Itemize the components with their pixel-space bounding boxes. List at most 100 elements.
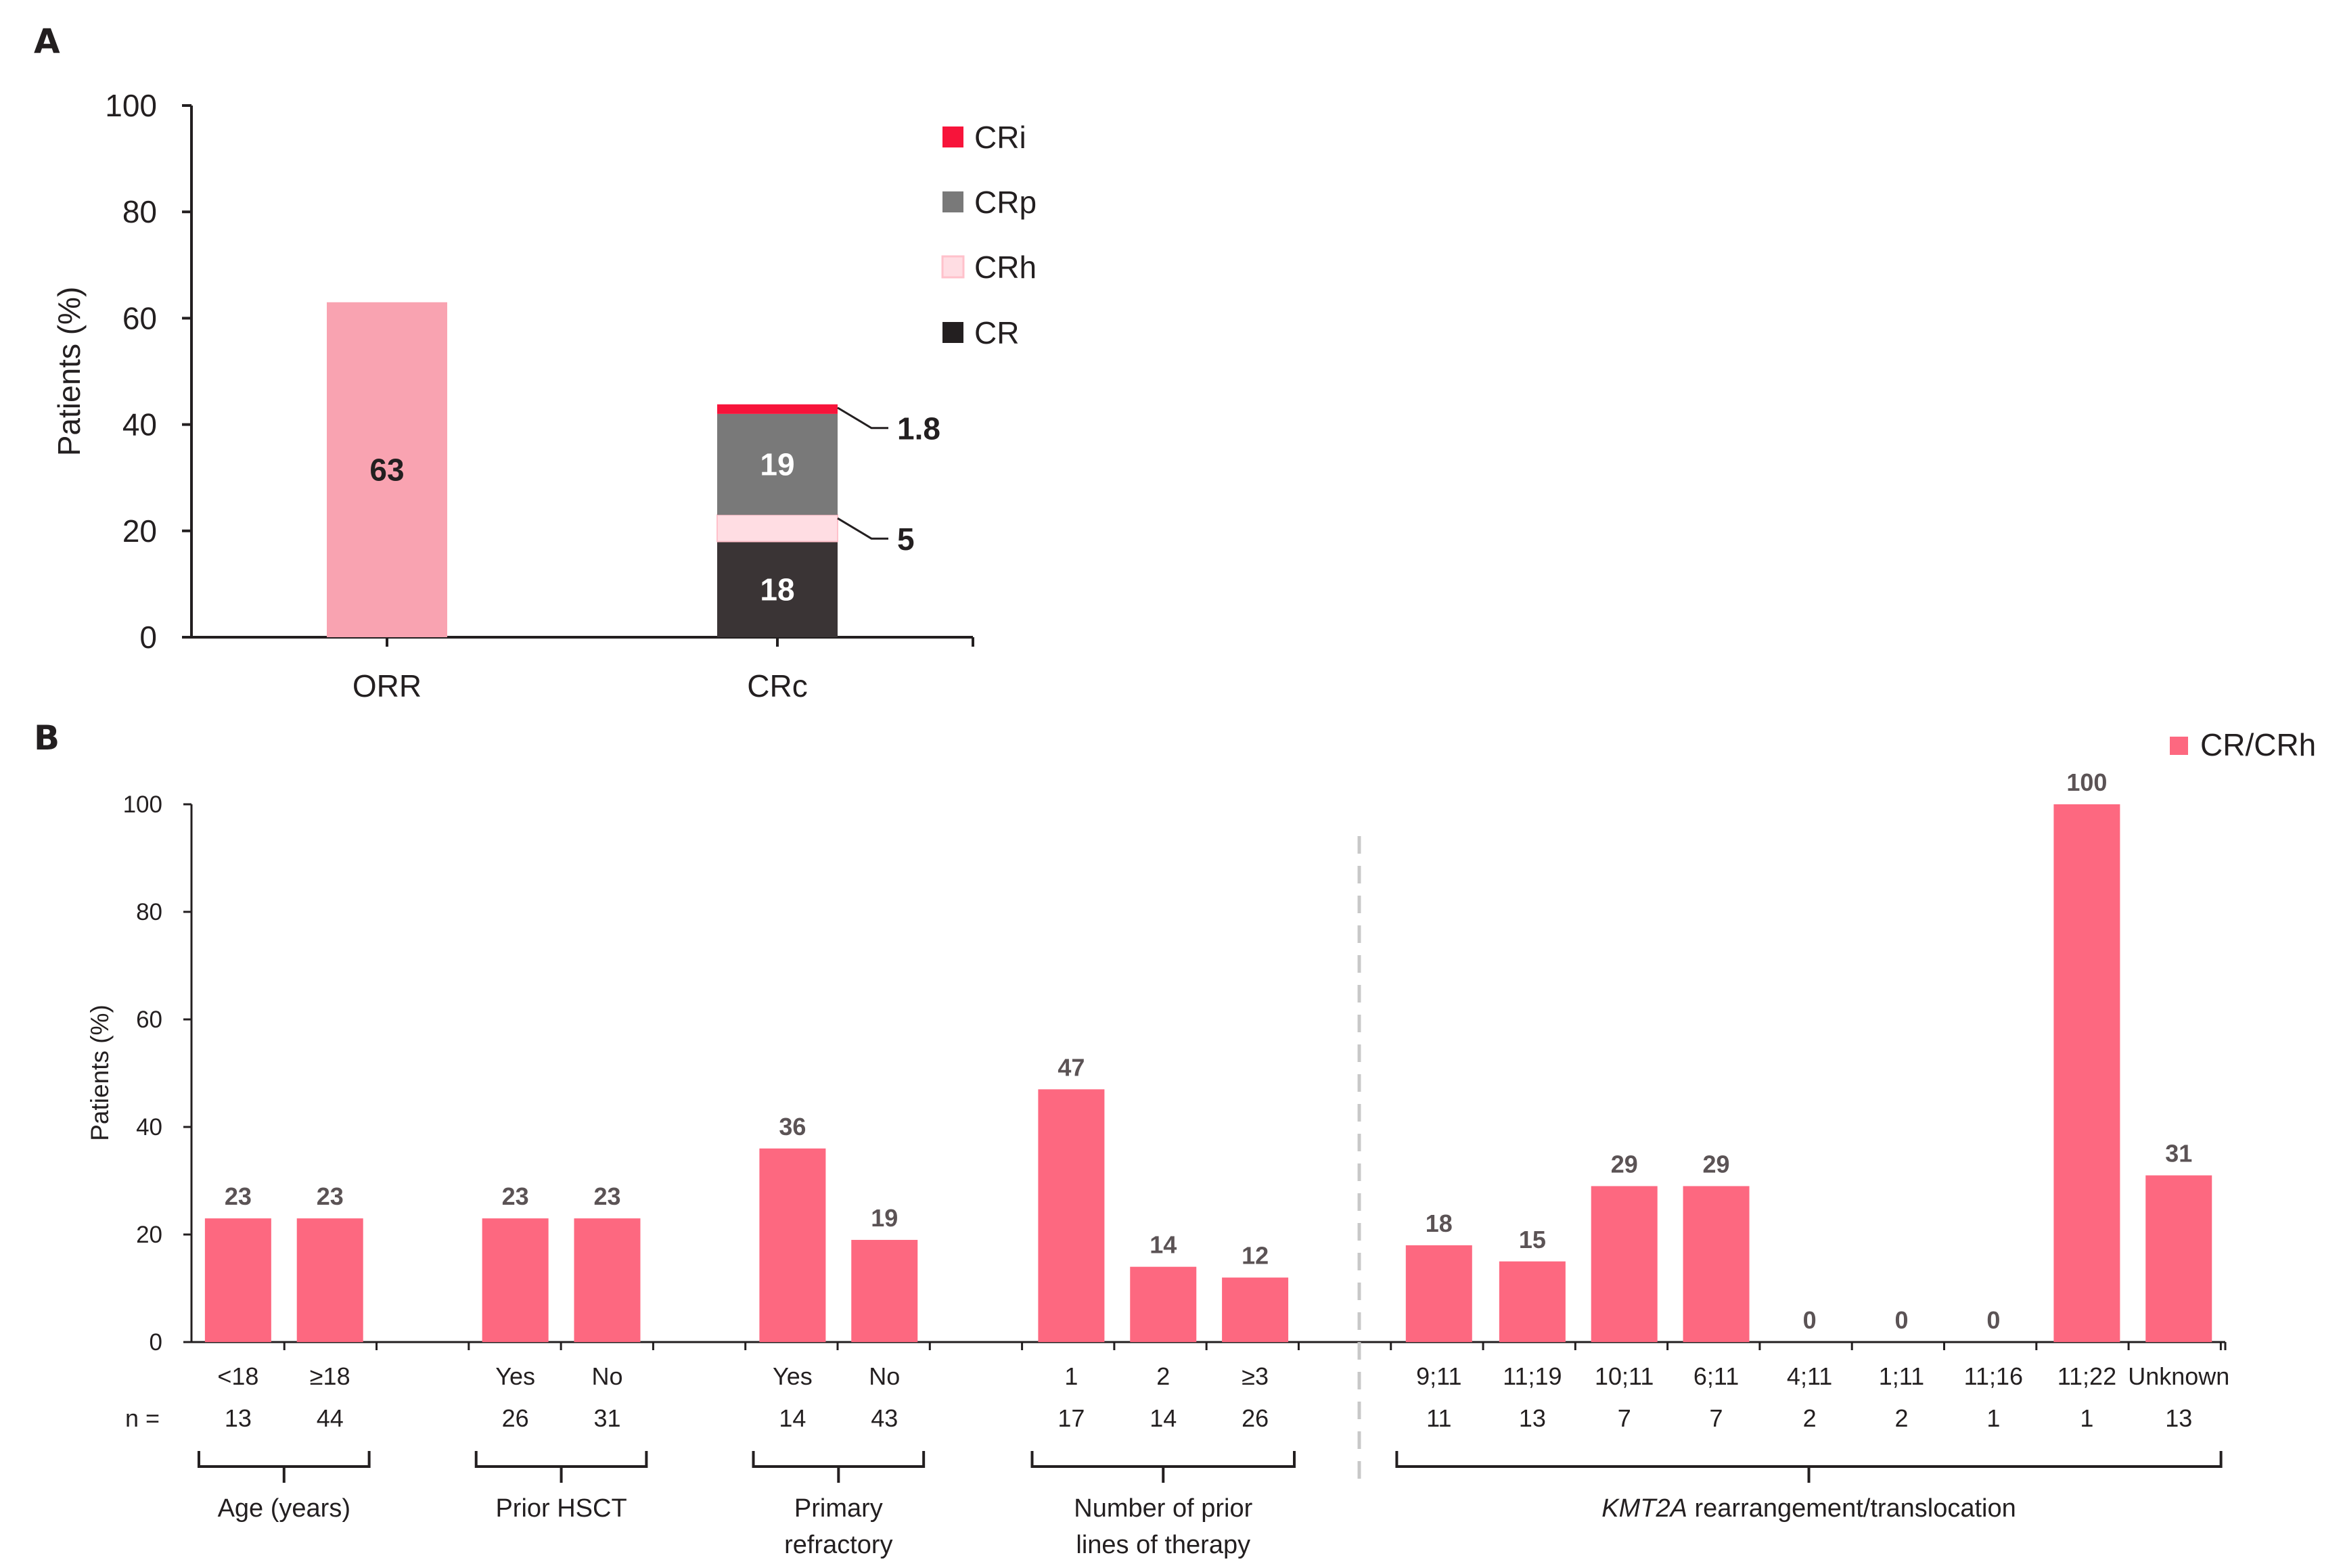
legend-label-crh: CRh	[974, 250, 1037, 285]
bar-value-label: 18	[1426, 1209, 1453, 1237]
group-label: Prior HSCT	[495, 1494, 627, 1523]
category-label: ≥18	[310, 1362, 350, 1390]
bar-crc-value-label-crh: 5	[897, 522, 915, 557]
category-label: Yes	[773, 1362, 813, 1390]
bar	[759, 1148, 826, 1342]
n-count-label: 2	[1894, 1404, 1908, 1432]
callout-leader-crh	[837, 517, 888, 540]
bar-orr	[327, 302, 447, 637]
category-label: 10;11	[1595, 1362, 1654, 1390]
n-prefix-label: n =	[125, 1404, 160, 1432]
legend-label-crp: CRp	[974, 185, 1037, 220]
bar	[482, 1218, 549, 1342]
panel-a-y-tick-label: 40	[122, 407, 157, 442]
callout-leader-cri	[837, 407, 888, 430]
category-label: 11;19	[1503, 1362, 1562, 1390]
category-label: 2	[1156, 1362, 1170, 1390]
category-label: 11;16	[1964, 1362, 2023, 1390]
group-brace	[1030, 1451, 1296, 1483]
group-label-italic-gene: KMT2A	[1601, 1494, 1687, 1523]
n-count-label: 13	[1519, 1404, 1546, 1432]
bar	[2145, 1175, 2212, 1342]
group-label: Number of prior	[1074, 1494, 1252, 1523]
panel-a-y-tick-label: 80	[122, 194, 157, 229]
bar-crc-segment-crp	[717, 413, 838, 515]
bar-crc-segment-cr	[717, 541, 838, 637]
bar-crc-value-label-cr: 18	[760, 572, 794, 607]
n-count-label: 43	[871, 1404, 898, 1432]
panel-b-legend-label: CR/CRh	[2200, 727, 2316, 762]
legend-label-cr: CR	[974, 315, 1019, 350]
n-count-label: 31	[593, 1404, 620, 1432]
bar-value-label: 47	[1057, 1053, 1085, 1081]
bar-value-label: 23	[502, 1182, 529, 1210]
bar-value-label: 12	[1242, 1242, 1269, 1270]
bar-value-label: 14	[1150, 1231, 1177, 1259]
bar	[851, 1239, 918, 1342]
n-count-label: 44	[317, 1404, 344, 1432]
n-count-label: 1	[2080, 1404, 2093, 1432]
category-label: No	[869, 1362, 900, 1390]
panel-b-legend-swatch	[2170, 737, 2188, 755]
legend-label-cri: CRi	[974, 120, 1026, 155]
bar-value-label: 100	[2066, 768, 2107, 796]
n-count-label: 7	[1710, 1404, 1723, 1432]
panel-b-y-axis-label: Patients (%)	[86, 1005, 114, 1141]
category-label: 1	[1064, 1362, 1078, 1390]
bar-value-label: 23	[225, 1182, 252, 1210]
group-brace	[1395, 1451, 2223, 1483]
bar	[1683, 1186, 1750, 1342]
n-count-label: 14	[1150, 1404, 1177, 1432]
panel-label-b: B	[34, 718, 60, 758]
panel-b-y-tick-label: 20	[136, 1222, 162, 1248]
bar-value-label: 23	[317, 1182, 344, 1210]
bar-value-label: 0	[1803, 1306, 1817, 1334]
group-label: Primary	[794, 1494, 883, 1523]
bar	[1038, 1089, 1105, 1342]
n-count-label: 26	[502, 1404, 529, 1432]
n-count-label: 11	[1426, 1404, 1451, 1432]
bar	[296, 1218, 363, 1342]
group-brace	[752, 1451, 926, 1483]
n-count-label: 14	[779, 1404, 806, 1432]
bar-value-label: 23	[593, 1182, 620, 1210]
category-label: 6;11	[1693, 1362, 1739, 1390]
bar	[2053, 804, 2120, 1342]
group-label-text: rearrangement/translocation	[1687, 1494, 2016, 1523]
bar	[574, 1218, 641, 1342]
n-count-label: 26	[1242, 1404, 1269, 1432]
bar-crc-value-label-crp: 19	[760, 447, 794, 482]
bar	[1405, 1245, 1472, 1342]
bar-value-label: 29	[1703, 1150, 1730, 1178]
panel-a-y-axis-label: Patients (%)	[51, 287, 87, 457]
bar-value-label: 0	[1894, 1306, 1908, 1334]
panel-b-y-tick-label: 100	[123, 791, 162, 818]
bar-value-label: 36	[779, 1113, 806, 1140]
category-label: 11;22	[2057, 1362, 2116, 1390]
legend-swatch-cri	[942, 126, 963, 147]
category-label: 9;11	[1416, 1362, 1461, 1390]
n-count-label: 1	[1986, 1404, 2000, 1432]
bar-value-label: 31	[2165, 1140, 2192, 1168]
bar-crc-segment-crh	[716, 514, 838, 543]
category-label: No	[591, 1362, 622, 1390]
bar-value-label: 19	[871, 1204, 898, 1232]
legend-swatch-cr	[942, 322, 963, 343]
group-label: Age (years)	[218, 1494, 350, 1523]
n-count-label: 7	[1618, 1404, 1631, 1432]
group-label: lines of therapy	[1076, 1531, 1250, 1559]
panel-b-chart: Patients (%) CR/CRh n = 02040608010023<1…	[86, 727, 2316, 1559]
category-label: Yes	[495, 1362, 535, 1390]
n-count-label: 13	[2165, 1404, 2192, 1432]
bar-crc-segment-cri	[717, 404, 838, 414]
bar-value-label: 0	[1986, 1306, 2000, 1334]
n-count-label: 17	[1057, 1404, 1085, 1432]
group-brace	[197, 1451, 371, 1483]
bar-value-label: 15	[1519, 1226, 1546, 1253]
category-label: 4;11	[1787, 1362, 1832, 1390]
panel-a-y-tick-label: 60	[122, 300, 157, 336]
panel-a-x-tick-label: CRc	[747, 668, 807, 704]
panel-a-y-tick-label: 20	[122, 513, 157, 549]
group-label: refractory	[784, 1531, 892, 1559]
